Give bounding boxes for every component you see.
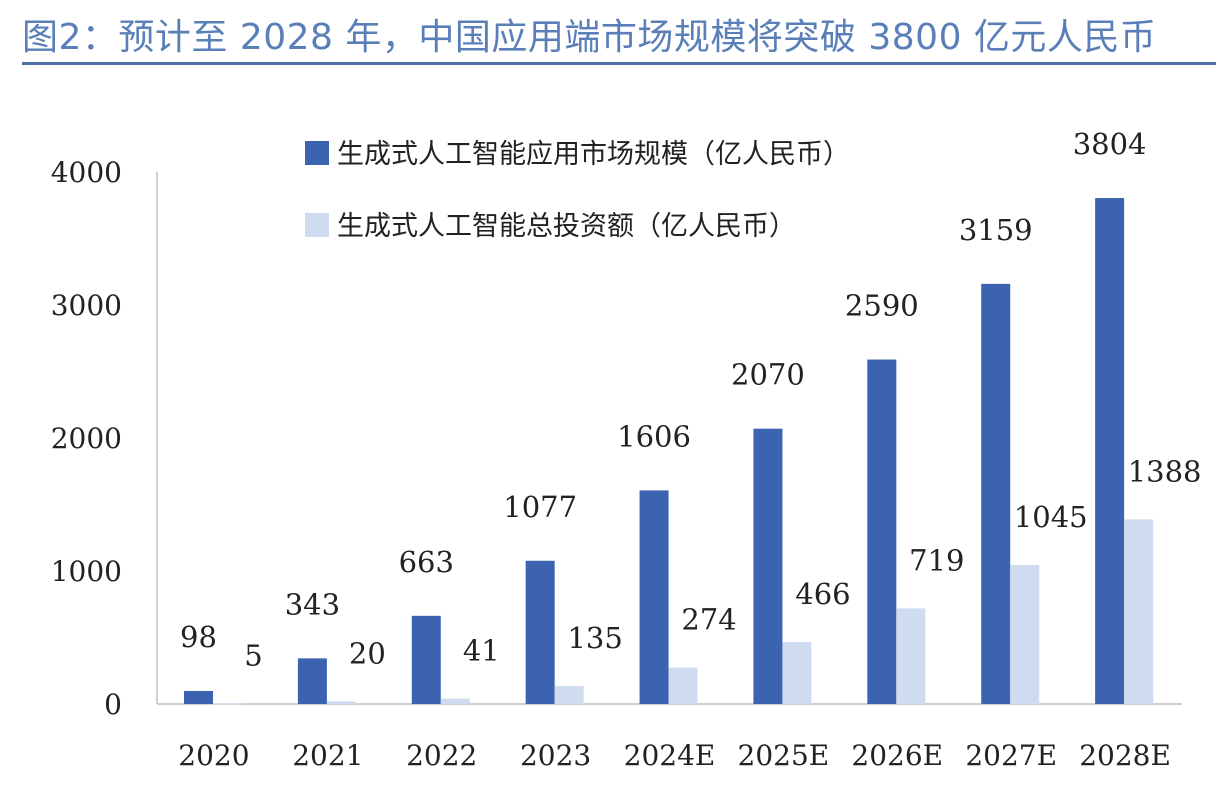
title-underline (22, 62, 1216, 65)
bar-application-market (525, 560, 555, 704)
y-tick-label: 0 (104, 688, 122, 721)
data-label-application-market: 3159 (959, 213, 1033, 247)
data-label-total-investment: 20 (349, 636, 386, 670)
x-tick-label: 2026E (851, 739, 943, 772)
bar-total-investment (554, 686, 584, 704)
bar-application-market (867, 359, 897, 704)
data-label-total-investment: 1388 (1128, 454, 1202, 488)
bar-application-market (753, 428, 783, 704)
bar-application-market (297, 658, 327, 704)
bar-total-investment (440, 698, 470, 704)
data-label-application-market: 1606 (617, 419, 691, 453)
bar-total-investment (213, 703, 242, 705)
data-label-application-market: 343 (285, 587, 340, 621)
figure-title: 图2：预计至 2028 年，中国应用端市场规模将突破 3800 亿元人民币 (22, 17, 1157, 58)
x-tick-label: 2025E (738, 739, 830, 772)
data-label-total-investment: 719 (909, 543, 964, 577)
bar-application-market (639, 490, 669, 704)
legend-swatch-total-investment (305, 213, 329, 237)
x-tick-label: 2022 (406, 739, 477, 772)
y-tick-label: 1000 (51, 555, 122, 588)
x-tick-label: 2028E (1079, 739, 1171, 772)
x-tick-label: 2021 (292, 739, 363, 772)
bar-application-market (411, 615, 441, 704)
legend-label-total-investment: 生成式人工智能总投资额（亿人民币） (337, 211, 796, 242)
legend-label-application-market: 生成式人工智能应用市场规模（亿人民币） (337, 139, 850, 170)
bar-total-investment (896, 608, 926, 704)
bar-total-investment (1010, 565, 1040, 704)
data-label-total-investment: 466 (795, 577, 850, 611)
bar-total-investment (782, 642, 812, 704)
data-label-application-market: 98 (180, 620, 217, 654)
data-label-total-investment: 135 (567, 621, 622, 655)
data-label-total-investment: 1045 (1014, 500, 1088, 534)
x-tick-label: 2023 (520, 739, 591, 772)
data-label-application-market: 2070 (731, 358, 805, 392)
data-label-application-market: 1077 (503, 490, 577, 524)
bar-total-investment (668, 667, 698, 704)
bar-total-investment (1124, 519, 1154, 704)
bar-application-market (1095, 198, 1125, 704)
data-label-total-investment: 41 (463, 634, 500, 668)
x-tick-label: 2027E (965, 739, 1057, 772)
bar-application-market (981, 283, 1011, 704)
y-tick-label: 4000 (51, 156, 122, 189)
x-tick-label: 2020 (178, 739, 249, 772)
y-tick-label: 3000 (51, 289, 122, 322)
bar-total-investment (326, 701, 356, 704)
data-label-total-investment: 5 (244, 638, 262, 672)
data-label-total-investment: 274 (681, 603, 736, 637)
legend-swatch-application-market (305, 141, 329, 165)
x-tick-label: 2024E (624, 739, 716, 772)
y-tick-label: 2000 (51, 422, 122, 455)
data-label-application-market: 663 (399, 545, 454, 579)
data-label-application-market: 2590 (845, 289, 919, 323)
bar-application-market (184, 690, 213, 704)
data-label-application-market: 3804 (1073, 127, 1147, 161)
